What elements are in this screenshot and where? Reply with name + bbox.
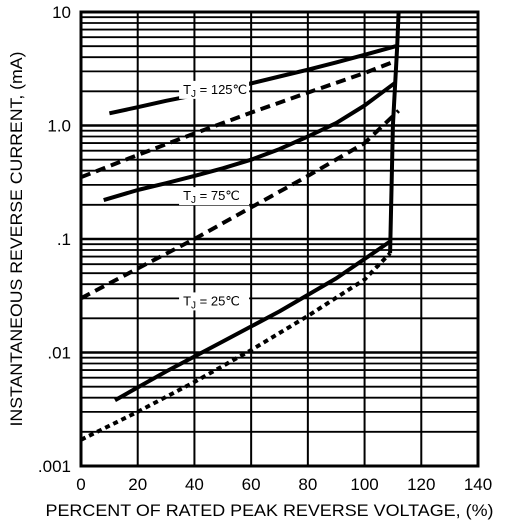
series-line-solid-6 <box>388 11 401 254</box>
series-group <box>80 11 401 442</box>
y-axis-label: INSTANTANEOUS REVERSE CURRENT, (mA) <box>7 51 26 426</box>
annotation-background <box>179 80 250 99</box>
annotations: TJ = 125℃ TJ = 75℃ TJ = 25℃ <box>179 80 250 311</box>
annotation-label: TJ = 25℃ <box>183 293 240 311</box>
annotation-label: TJ = 125℃ <box>183 82 247 100</box>
y-tick-label: 10 <box>52 3 71 22</box>
x-tick-label: 20 <box>128 475 147 494</box>
x-tick-label: 60 <box>242 475 261 494</box>
x-tick-labels: 0 20 40 60 80 100 120 140 <box>76 475 492 494</box>
x-tick-label: 80 <box>298 475 317 494</box>
x-tick-label: 100 <box>350 475 378 494</box>
temperature-annotation: TJ = 75℃ <box>179 187 250 206</box>
x-axis-label: PERCENT OF RATED PEAK REVERSE VOLTAGE, (… <box>46 501 494 520</box>
annotation-background <box>179 292 250 311</box>
annotation-background <box>179 187 250 206</box>
x-tick-label: 120 <box>407 475 435 494</box>
annotation-label: TJ = 75℃ <box>183 188 240 206</box>
series-line-dashed-3 <box>80 109 400 301</box>
series-line-dashed-1 <box>80 59 397 180</box>
x-tick-label: 40 <box>185 475 204 494</box>
y-tick-label: .01 <box>47 344 71 363</box>
x-tick-label: 140 <box>464 475 492 494</box>
series-line-solid-0 <box>108 44 397 116</box>
series-line-dotted-5 <box>80 251 392 442</box>
plot-frame <box>79 10 480 468</box>
y-tick-label: .1 <box>57 230 71 249</box>
grid <box>80 12 479 468</box>
temperature-annotation: TJ = 25℃ <box>179 292 250 311</box>
temperature-annotation: TJ = 125℃ <box>179 80 250 100</box>
series-line-solid-4 <box>114 239 392 402</box>
series-line-solid-2 <box>103 80 397 203</box>
y-tick-label: 1.0 <box>47 117 71 136</box>
y-tick-labels: .001 .01 .1 1.0 10 <box>38 3 71 476</box>
y-tick-label: .001 <box>38 457 71 476</box>
x-tick-label: 0 <box>76 475 85 494</box>
